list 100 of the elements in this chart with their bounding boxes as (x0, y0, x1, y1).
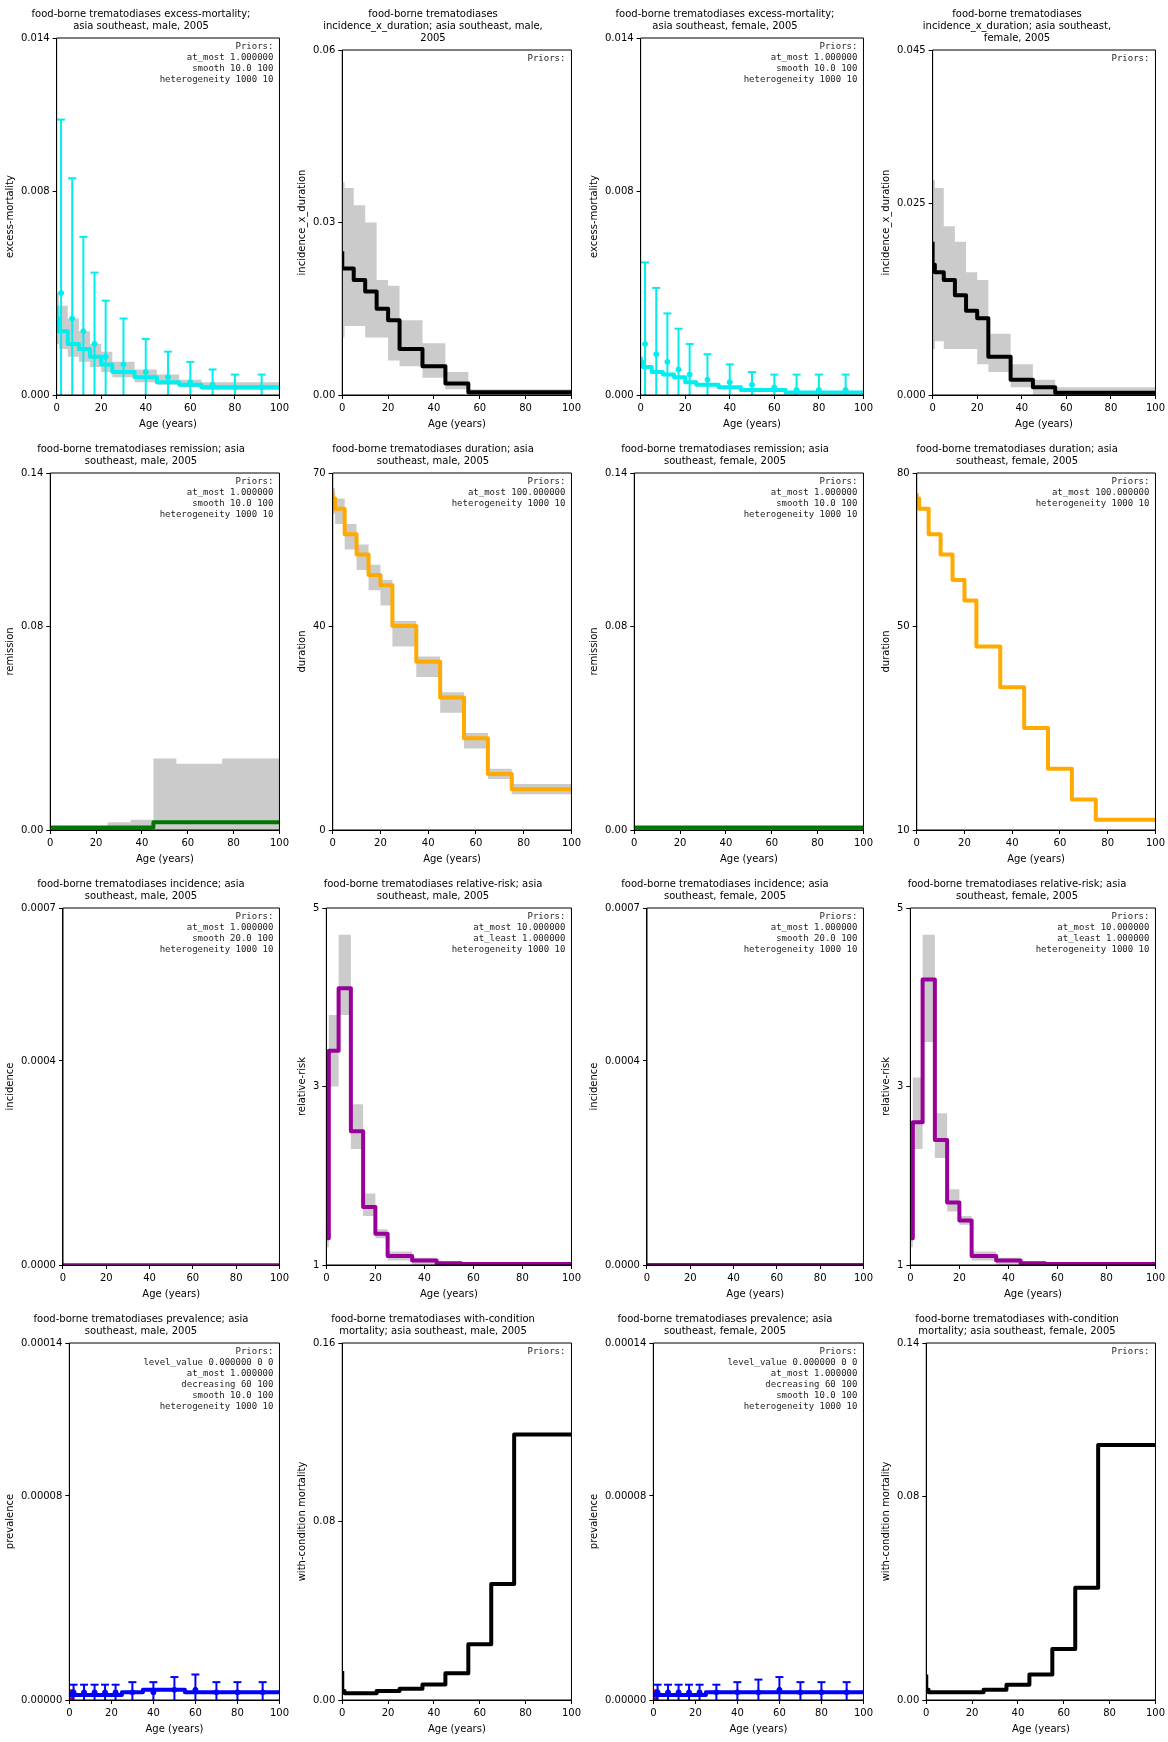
x-tick-label: 100 (853, 401, 873, 413)
x-tick-label: 80 (517, 836, 531, 848)
x-tick-label: 80 (1101, 836, 1115, 848)
y-axis-title: remission (3, 627, 15, 676)
chart-title: food-borne trematodiases remission; asia southeast, female, 2005 (621, 442, 829, 466)
annotation: Priors: at_most 1.000000 smooth 10.0 100 heterogeneity 1000 10 (159, 475, 274, 519)
y-tick-label: 80 (896, 466, 910, 478)
x-tick-label: 60 (765, 836, 779, 848)
y-axis-title: excess-mortality (3, 175, 15, 258)
x-tick-label: 100 (561, 1271, 581, 1283)
y-axis-title: relative-risk (295, 1056, 307, 1117)
x-tick-label: 100 (269, 1271, 289, 1283)
x-tick-label: 100 (1145, 401, 1165, 413)
y-axis-title: with-condition mortality (295, 1461, 307, 1582)
x-tick-label: 20 (99, 1271, 113, 1283)
y-tick-label: 0.00 (605, 823, 628, 835)
x-tick-label: 60 (770, 1271, 784, 1283)
x-tick-label: 20 (965, 1706, 979, 1718)
x-tick-label: 60 (773, 1706, 786, 1718)
x-axis-title: Age (years) (726, 1287, 785, 1299)
y-tick-label: 0.14 (897, 1336, 920, 1348)
x-tick-label: 40 (1005, 836, 1019, 848)
x-tick-label: 100 (853, 836, 873, 848)
annotation: Priors: at_most 1.000000 smooth 20.0 100 heterogeneity 1000 10 (743, 910, 858, 954)
y-tick-label: 1 (896, 1258, 904, 1270)
x-tick-label: 0 (929, 401, 936, 413)
annotation: Priors: at_most 1.000000 smooth 10.0 100 heterogeneity 1000 10 (743, 40, 858, 84)
x-tick-label: 20 (689, 1706, 702, 1718)
y-tick-label: 0.0007 (20, 901, 56, 913)
x-tick-label: 60 (181, 836, 195, 848)
x-tick-label: 80 (229, 1271, 243, 1283)
y-tick-label: 0.03 (313, 216, 336, 228)
y-axis-title: duration (879, 630, 891, 673)
x-tick-label: 40 (1002, 1271, 1015, 1283)
x-tick-label: 100 (853, 1271, 873, 1283)
x-axis-title: Age (years) (142, 1287, 201, 1299)
y-tick-label: 3 (312, 1080, 320, 1092)
x-tick-label: 60 (473, 1706, 487, 1718)
y-tick-label: 0.0004 (604, 1054, 640, 1066)
y-tick-label: 0.00000 (20, 1693, 63, 1705)
x-axis-title: Age (years) (729, 1722, 788, 1734)
x-tick-label: 20 (105, 1706, 118, 1718)
x-tick-label: 60 (1053, 836, 1067, 848)
x-axis-title: Age (years) (719, 852, 778, 864)
y-axis-title: incidence_x_duration (295, 169, 308, 276)
x-tick-label: 80 (519, 401, 532, 413)
y-tick-label: 0.008 (604, 184, 634, 196)
y-tick-label: 0.0000 (604, 1258, 640, 1270)
chart-title: food-borne trematodiases remission; asia southeast, male, 2005 (37, 442, 245, 466)
y-tick-label: 0.0004 (20, 1054, 56, 1066)
x-tick-label: 80 (1100, 1271, 1113, 1283)
x-tick-label: 80 (812, 401, 826, 413)
y-tick-label: 0.08 (897, 1489, 920, 1501)
chart-title: food-borne trematodiases with-condition mortality; asia southeast, male, 2005 (331, 1312, 535, 1336)
y-tick-label: 0.00008 (20, 1489, 63, 1501)
y-axis-title: relative-risk (879, 1056, 891, 1117)
annotation: Priors: at_most 1.000000 smooth 10.0 100 heterogeneity 1000 10 (743, 475, 858, 519)
annotation: Priors: level_value 0.000000 0 0 at_most 1.000000 decreasing 60 100 smooth 10.0 100 heterogeneity 1000 10 (727, 1345, 858, 1411)
x-tick-label: 20 (683, 1271, 697, 1283)
annotation: Priors: at_most 10.000000 at_least 1.000000 heterogeneity 1000 10 (1035, 910, 1150, 954)
x-tick-label: 0 (66, 1706, 73, 1718)
x-tick-label: 20 (953, 1271, 966, 1283)
x-tick-label: 60 (469, 836, 483, 848)
y-tick-label: 10 (896, 823, 910, 835)
annotation: Priors: at_most 10.000000 at_least 1.000000 heterogeneity 1000 10 (451, 910, 566, 954)
y-tick-label: 5 (896, 901, 904, 913)
x-tick-label: 40 (135, 836, 149, 848)
x-tick-label: 80 (228, 401, 242, 413)
x-tick-label: 0 (339, 1706, 346, 1718)
y-tick-label: 0.0007 (604, 901, 640, 913)
y-tick-label: 0.08 (313, 1515, 336, 1527)
annotation: Priors: (1111, 1345, 1150, 1356)
chart-title: food-borne trematodiases incidence_x_duration; asia southeast, male, 2005 (323, 7, 543, 43)
y-tick-label: 0.06 (313, 43, 336, 55)
x-tick-label: 100 (561, 401, 581, 413)
annotation: Priors: level_value 0.000000 0 0 at_most 1.000000 decreasing 60 100 smooth 10.0 100 heterogeneity 1000 10 (143, 1345, 274, 1411)
x-tick-label: 100 (1145, 836, 1165, 848)
x-tick-label: 100 (1145, 1706, 1165, 1718)
y-tick-label: 0.014 (20, 31, 50, 43)
x-axis-title: Age (years) (1015, 417, 1074, 429)
y-tick-label: 50 (896, 619, 910, 631)
y-tick-label: 0.008 (20, 184, 50, 196)
y-axis-title: with-condition mortality (879, 1461, 891, 1582)
chart-title: food-borne trematodiases incidence_x_duration; asia southeast, female, 2005 (922, 7, 1112, 43)
x-tick-label: 20 (970, 401, 984, 413)
x-tick-label: 80 (815, 1706, 828, 1718)
chart-title: food-borne trematodiases duration; asia southeast, male, 2005 (332, 442, 534, 466)
y-tick-label: 40 (312, 619, 326, 631)
x-tick-label: 80 (516, 1271, 529, 1283)
x-tick-label: 20 (94, 401, 108, 413)
chart-title: food-borne trematodiases excess-mortality; asia southeast, male, 2005 (31, 7, 251, 31)
x-axis-title: Age (years) (419, 1287, 478, 1299)
x-tick-label: 40 (723, 401, 737, 413)
y-tick-label: 0.025 (896, 196, 926, 208)
x-axis-title: Age (years) (1011, 1722, 1070, 1734)
y-tick-label: 0.014 (604, 31, 634, 43)
y-axis-title: prevalence (587, 1493, 599, 1550)
x-tick-label: 40 (427, 1706, 441, 1718)
x-tick-label: 20 (374, 836, 387, 848)
chart-title: food-borne trematodiases prevalence; asia southeast, female, 2005 (617, 1312, 833, 1336)
